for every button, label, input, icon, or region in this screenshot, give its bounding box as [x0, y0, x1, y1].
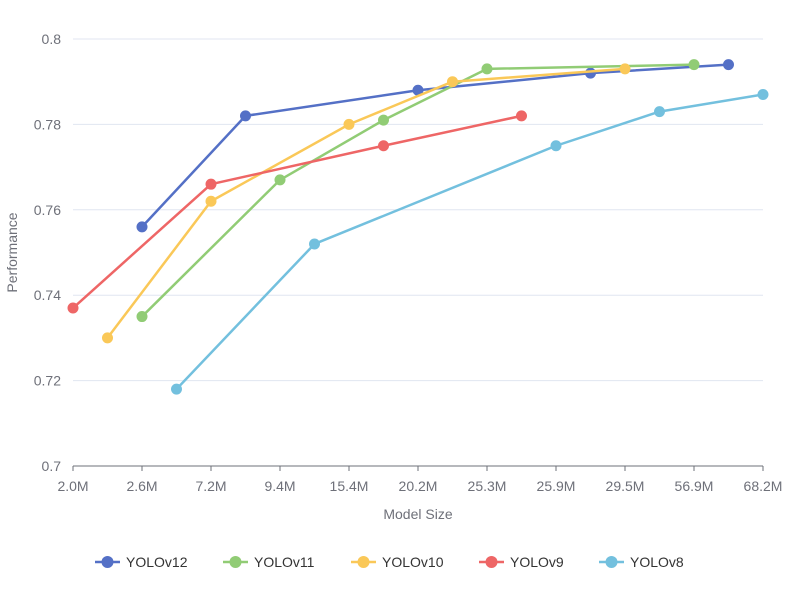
series-line-yolov8 [175, 93, 764, 391]
legend-item-yolov9[interactable]: YOLOv9 [479, 554, 564, 570]
legend-item-yolov10[interactable]: YOLOv10 [351, 554, 444, 570]
legend-item-yolov12[interactable]: YOLOv12 [95, 554, 188, 570]
x-tick-label: 20.2M [399, 478, 438, 494]
data-point[interactable] [205, 195, 217, 207]
data-point[interactable] [171, 383, 182, 395]
x-tick-label: 2.0M [57, 478, 88, 494]
series-line-yolov11 [141, 63, 695, 318]
legend-marker-yolov11 [229, 556, 242, 568]
y-tick-label: 0.74 [34, 287, 61, 303]
data-point[interactable] [723, 59, 734, 71]
data-point[interactable] [274, 174, 286, 186]
series-line-yolov9 [72, 114, 522, 309]
series-yolov8 [171, 89, 769, 395]
legend-label-yolov8: YOLOv8 [630, 554, 684, 570]
legend-marker-yolov10 [357, 556, 370, 568]
y-tick-labels: 0.7 0.72 0.74 0.76 0.78 0.8 [34, 31, 61, 474]
legend-label-yolov10: YOLOv10 [382, 554, 444, 570]
grid-lines [73, 38, 763, 382]
data-point[interactable] [378, 114, 389, 126]
data-point[interactable] [481, 63, 493, 75]
x-axis [72, 465, 764, 471]
data-point[interactable] [619, 63, 631, 75]
y-tick-label: 0.78 [34, 116, 61, 132]
x-axis-title: Model Size [383, 506, 452, 522]
series-yolov11 [136, 59, 700, 323]
data-point[interactable] [550, 140, 562, 152]
x-tick-label: 2.6M [126, 478, 157, 494]
x-tick-label: 68.2M [744, 478, 783, 494]
series-lines [67, 59, 769, 395]
data-point[interactable] [378, 140, 389, 152]
data-point[interactable] [447, 76, 458, 88]
x-tick-label: 56.9M [675, 478, 714, 494]
x-tick-label: 15.4M [330, 478, 369, 494]
data-point[interactable] [654, 106, 665, 118]
x-tick-label: 9.4M [264, 478, 295, 494]
data-point[interactable] [343, 118, 355, 130]
data-point[interactable] [67, 302, 79, 314]
legend-label-yolov9: YOLOv9 [510, 554, 564, 570]
series-yolov9 [67, 110, 527, 314]
legend-item-yolov11[interactable]: YOLOv11 [223, 554, 315, 570]
x-tick-labels: 2.0M 2.6M 7.2M 9.4M 15.4M 20.2M 25.3M 25.9M 29.5… [57, 478, 782, 494]
legend-marker-yolov9 [485, 556, 498, 568]
legend-marker-yolov8 [605, 556, 618, 568]
data-point[interactable] [136, 221, 148, 233]
x-tick-label: 7.2M [195, 478, 226, 494]
data-point[interactable] [240, 110, 251, 122]
data-point[interactable] [688, 59, 700, 71]
legend-label-yolov12: YOLOv12 [126, 554, 188, 570]
x-tick-label: 25.9M [537, 478, 576, 494]
y-tick-label: 0.7 [42, 458, 62, 474]
x-tick-label: 25.3M [468, 478, 507, 494]
legend-marker-yolov12 [101, 556, 114, 568]
x-tick-label: 29.5M [606, 478, 645, 494]
data-point[interactable] [309, 238, 320, 250]
data-point[interactable] [757, 89, 769, 101]
y-axis-title: Performance [4, 212, 20, 292]
data-point[interactable] [516, 110, 527, 122]
legend[interactable]: YOLOv12 YOLOv11 YOLOv10 YOLOv9 YOLOv8 [95, 554, 684, 570]
series-yolov10 [102, 63, 631, 344]
y-tick-label: 0.8 [42, 31, 62, 47]
series-yolov12 [136, 59, 734, 233]
data-point[interactable] [136, 311, 148, 323]
y-tick-label: 0.72 [34, 373, 61, 389]
data-point[interactable] [102, 332, 113, 344]
series-line-yolov10 [106, 67, 626, 339]
y-tick-label: 0.76 [34, 202, 61, 218]
data-point[interactable] [205, 178, 217, 190]
data-point[interactable] [585, 67, 596, 79]
legend-label-yolov11: YOLOv11 [254, 554, 315, 570]
legend-item-yolov8[interactable]: YOLOv8 [599, 554, 684, 570]
